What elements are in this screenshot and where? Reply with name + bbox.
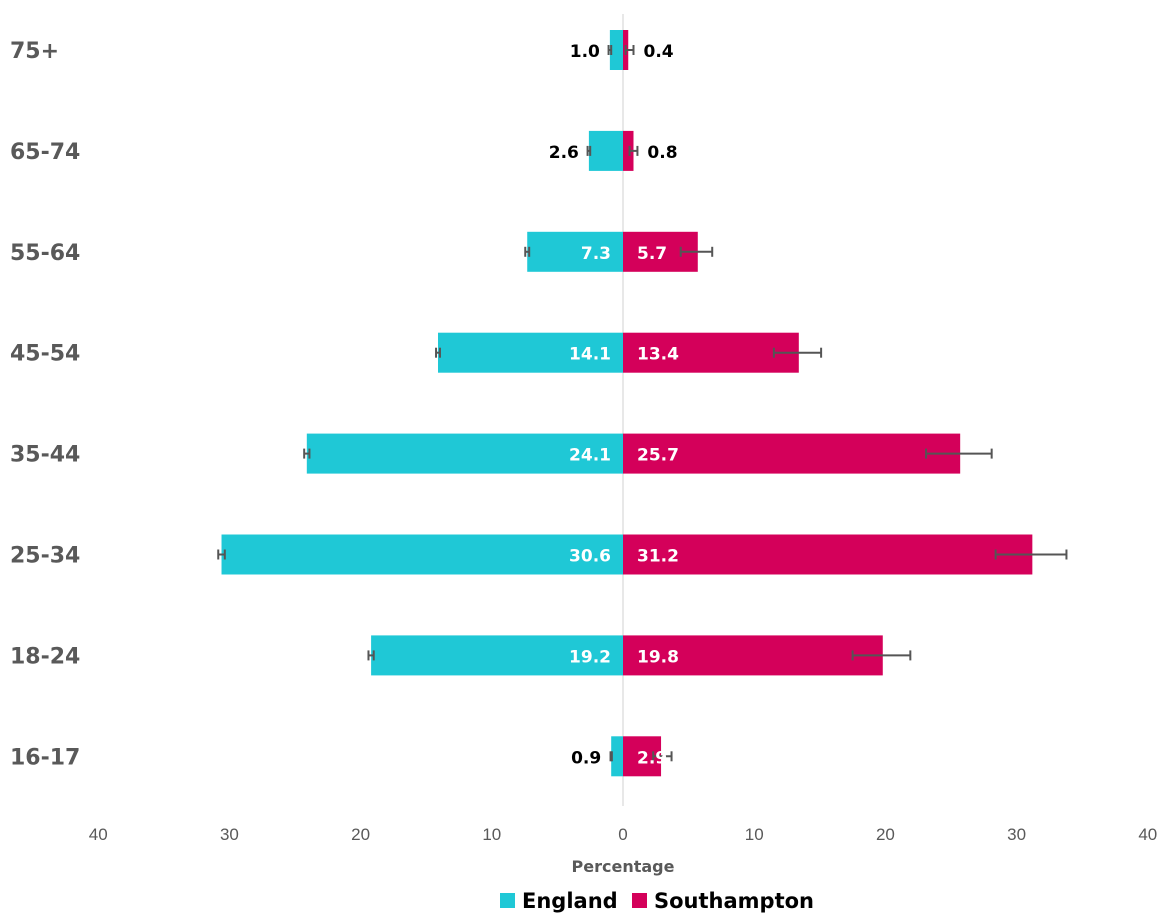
category-label: 18-24 — [10, 644, 80, 669]
england-bar — [222, 535, 623, 575]
x-tick-label: 40 — [1138, 825, 1157, 844]
category-label: 35-44 — [10, 443, 80, 468]
x-axis-title: Percentage — [572, 857, 675, 876]
england-bar — [589, 131, 623, 171]
legend-label-england: England — [522, 889, 618, 913]
england-value-label: 19.2 — [569, 647, 611, 667]
southampton-value-label: 25.7 — [637, 446, 679, 466]
england-value-label: 24.1 — [569, 446, 611, 466]
england-value-label: 1.0 — [570, 42, 600, 62]
legend-swatch-england — [500, 893, 515, 908]
x-tick-label: 0 — [618, 825, 627, 844]
error-bar — [611, 751, 612, 761]
x-tick-label: 10 — [482, 825, 501, 844]
england-value-label: 0.9 — [571, 748, 601, 768]
england-value-label: 7.3 — [581, 244, 611, 264]
x-tick-label: 20 — [876, 825, 895, 844]
category-label: 25-34 — [10, 544, 80, 569]
southampton-value-label: 13.4 — [637, 345, 679, 365]
x-tick-label: 30 — [220, 825, 239, 844]
category-label: 55-64 — [10, 241, 80, 266]
category-label: 75+ — [10, 39, 59, 64]
england-value-label: 14.1 — [569, 345, 611, 365]
x-tick-label: 40 — [89, 825, 108, 844]
legend-label-southampton: Southampton — [654, 889, 814, 913]
x-tick-label: 30 — [1007, 825, 1026, 844]
error-bar — [304, 449, 309, 459]
category-labels: 75+ 65-74 55-64 45-54 35-44 25-34 18-24 16-17 — [10, 39, 80, 770]
bars-layer: 1.0 0.4 2.6 0.8 7.3 5.7 14.1 13.4 24.1 25.7 30.6 31… — [218, 30, 1066, 776]
southampton-bar — [623, 535, 1032, 575]
category-label: 45-54 — [10, 342, 80, 367]
category-label: 16-17 — [10, 745, 80, 770]
southampton-value-label: 0.8 — [647, 143, 677, 163]
england-bar — [611, 736, 623, 776]
legend-swatch-southampton — [632, 893, 647, 908]
x-tick-labels: 40 30 20 10 0 10 20 30 40 — [89, 825, 1158, 844]
england-value-label: 30.6 — [569, 547, 611, 567]
legend: England Southampton — [500, 889, 814, 913]
england-value-label: 2.6 — [549, 143, 579, 163]
x-tick-label: 10 — [745, 825, 764, 844]
southampton-value-label: 5.7 — [637, 244, 667, 264]
southampton-value-label: 31.2 — [637, 547, 679, 567]
southampton-value-label: 2.9 — [637, 748, 667, 768]
x-tick-label: 20 — [351, 825, 370, 844]
southampton-value-label: 19.8 — [637, 647, 679, 667]
southampton-value-label: 0.4 — [643, 42, 673, 62]
category-label: 65-74 — [10, 140, 80, 165]
